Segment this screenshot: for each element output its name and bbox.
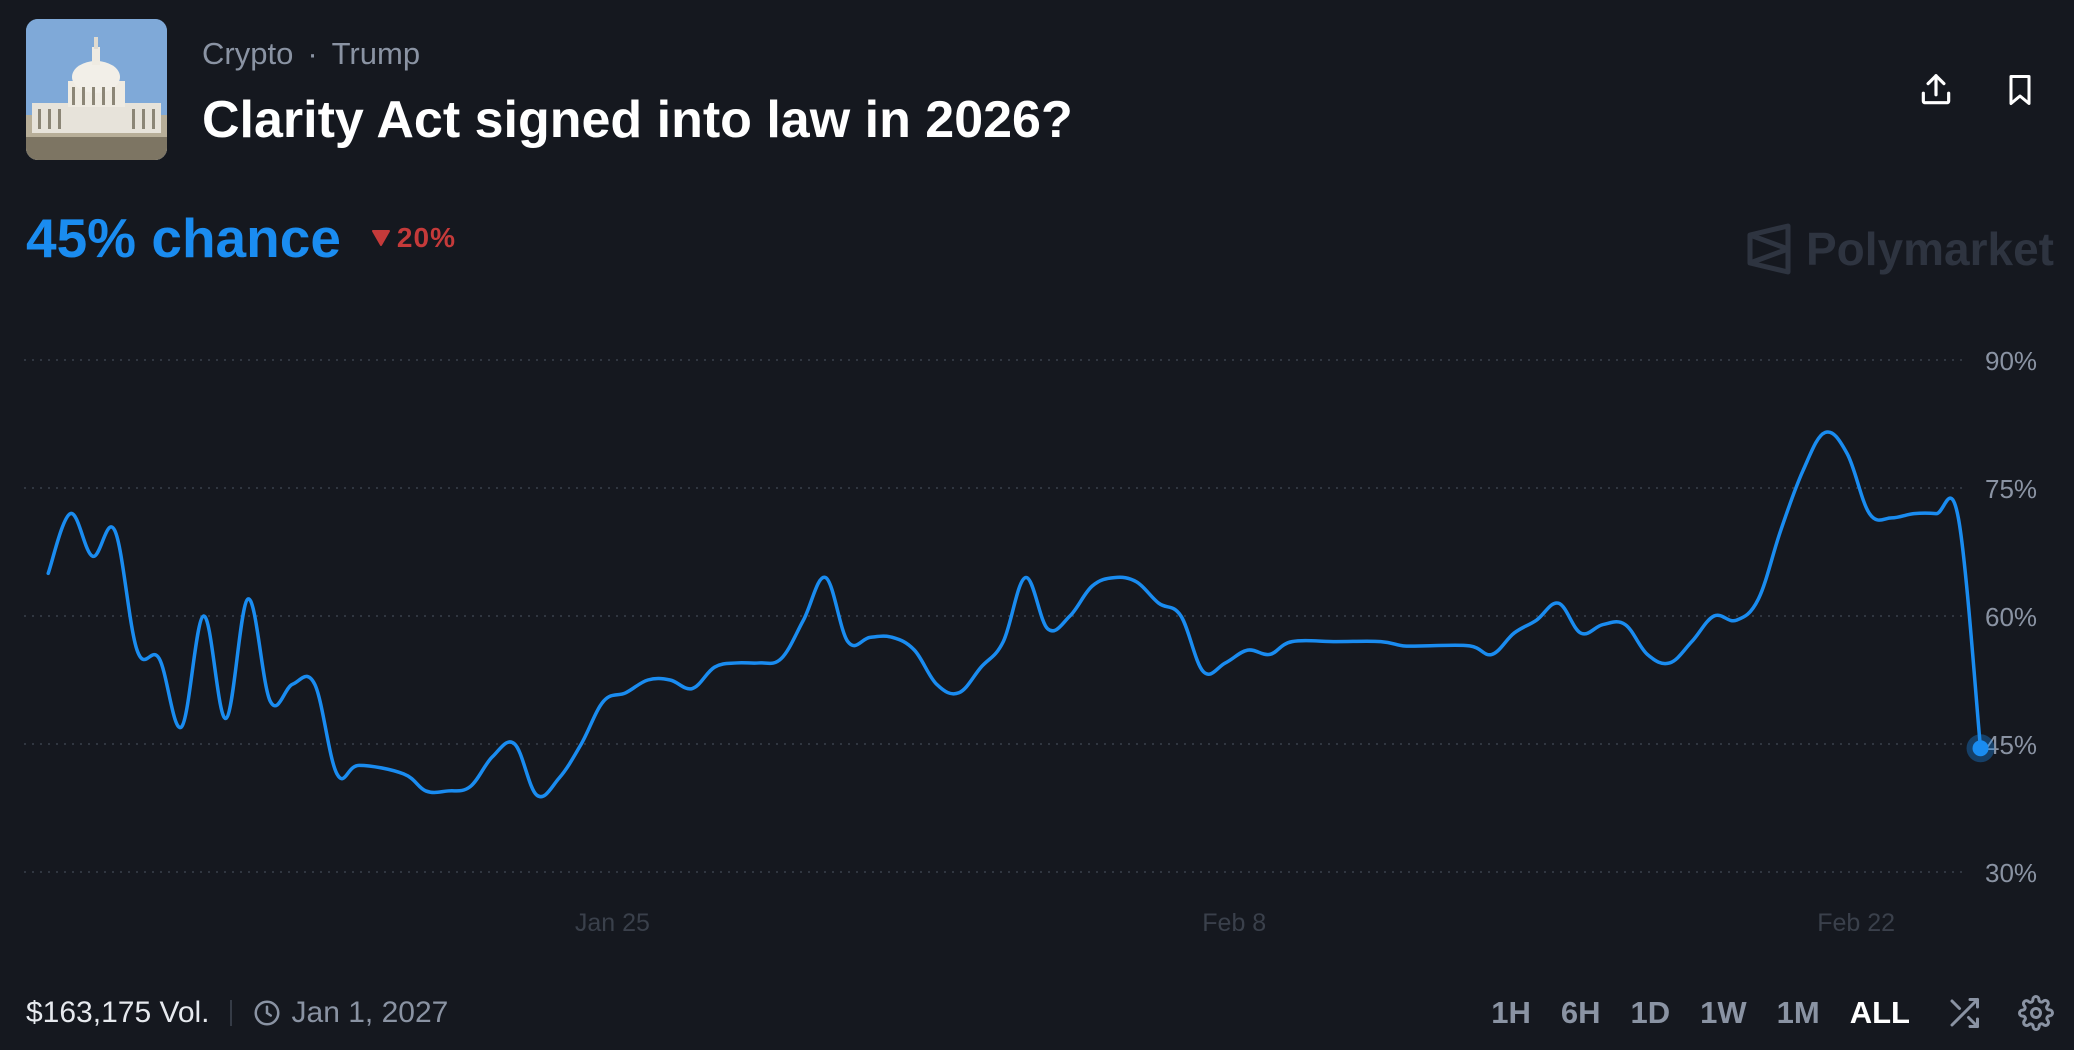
clock-icon — [254, 1000, 280, 1026]
category-link[interactable]: Crypto — [202, 36, 294, 71]
bookmark-icon — [2009, 75, 2031, 105]
polymarket-logo-icon — [1747, 223, 1791, 275]
y-axis: 90% 75% 60% 45% 30% — [1985, 346, 2037, 888]
down-triangle-icon — [371, 230, 390, 246]
market-thumbnail — [26, 19, 167, 160]
breadcrumb: Crypto · Trump — [202, 36, 420, 72]
range-1m[interactable]: 1M — [1776, 995, 1820, 1030]
y-tick-label: 30% — [1985, 858, 2037, 888]
range-all[interactable]: ALL — [1849, 995, 1910, 1030]
chance-label: 45% chance — [26, 207, 341, 269]
y-tick-label: 75% — [1985, 474, 2037, 504]
gear-icon — [2018, 995, 2054, 1031]
market-title: Clarity Act signed into law in 2026? — [202, 91, 1073, 149]
x-axis: Jan 25 Feb 8 Feb 22 — [575, 909, 1895, 937]
breadcrumb-separator: · — [307, 36, 318, 71]
share-button[interactable] — [1914, 68, 1958, 112]
end-date-label: Jan 1, 2027 — [291, 996, 449, 1029]
share-icon — [1921, 74, 1951, 105]
x-tick-label: Jan 25 — [575, 909, 650, 937]
change-value: 20% — [396, 222, 456, 253]
settings-button[interactable] — [2018, 995, 2054, 1031]
probability-line — [46, 430, 1983, 799]
chart-grid — [24, 359, 1966, 873]
brand-name: Polymarket — [1805, 223, 2054, 275]
x-tick-label: Feb 22 — [1817, 909, 1895, 937]
price-chart: 90% 75% 60% 45% 30% Jan 25 Feb 8 Feb 22 — [24, 346, 2037, 937]
y-tick-label: 60% — [1985, 602, 2037, 632]
range-6h[interactable]: 6H — [1560, 995, 1601, 1030]
current-point[interactable] — [1972, 740, 1989, 757]
y-tick-label: 90% — [1985, 346, 2037, 376]
change-badge: 20% — [371, 222, 456, 254]
market-footer: $163,175 Vol. Jan 1, 2027 1H 6H 1D 1W 1M… — [26, 988, 2054, 1038]
subcategory-link[interactable]: Trump — [331, 36, 421, 71]
range-1h[interactable]: 1H — [1491, 995, 1531, 1030]
capitol-building-icon — [26, 19, 167, 160]
x-tick-label: Feb 8 — [1202, 909, 1266, 937]
shuffle-button[interactable] — [1946, 995, 1982, 1031]
range-1d[interactable]: 1D — [1630, 995, 1671, 1030]
end-date: Jan 1, 2027 — [252, 996, 449, 1030]
time-range-selector: 1H 6H 1D 1W 1M ALL — [1491, 995, 2054, 1031]
polymarket-watermark: Polymarket — [1746, 222, 2054, 276]
volume-label: $163,175 Vol. — [26, 996, 210, 1029]
header-actions — [1914, 68, 2042, 112]
probability-row: 45% chance 20% — [26, 206, 456, 270]
shuffle-icon — [1950, 998, 1979, 1028]
range-1w[interactable]: 1W — [1700, 995, 1747, 1030]
bookmark-button[interactable] — [1998, 68, 2042, 112]
footer-divider — [229, 1000, 232, 1026]
y-tick-label: 45% — [1985, 730, 2037, 760]
